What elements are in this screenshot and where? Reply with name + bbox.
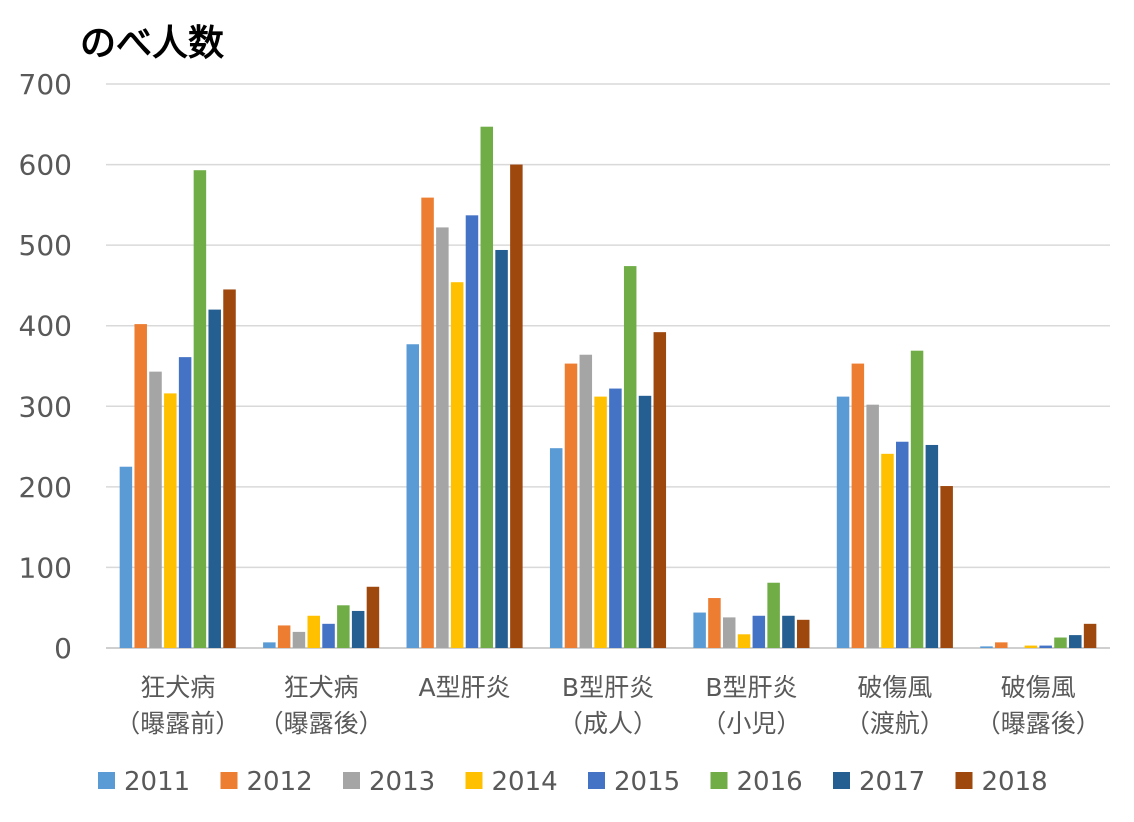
x-category-label: （渡航）: [845, 709, 945, 738]
bar-2014: [1024, 645, 1038, 648]
bar-2011: [693, 612, 706, 648]
bars: [119, 126, 1097, 649]
bar-2015: [896, 441, 909, 648]
bar-2017: [782, 615, 795, 648]
x-category-label: 破傷風: [1001, 673, 1076, 702]
bar-2011: [836, 396, 850, 648]
bar-2014: [307, 615, 320, 648]
bar-2016: [1054, 637, 1067, 648]
bar-2017: [1069, 635, 1082, 648]
y-tick-label: 0: [54, 632, 72, 665]
x-category-label: A型肝炎: [419, 673, 511, 702]
bar-2012: [277, 625, 291, 648]
bar-2017: [351, 610, 365, 648]
bar-2018: [510, 164, 523, 649]
bar-2011: [980, 646, 993, 648]
bar-2018: [1083, 623, 1097, 648]
legend-swatch-2012: [220, 772, 238, 789]
y-tick-label: 600: [19, 149, 72, 182]
gridlines: [106, 83, 1110, 649]
bar-2013: [149, 371, 162, 648]
bar-2018: [223, 289, 236, 648]
legend-label: 2013: [369, 767, 435, 797]
y-tick-label: 100: [19, 551, 72, 584]
bar-2011: [119, 466, 133, 648]
bar-2018: [366, 586, 380, 648]
bar-2018: [940, 486, 953, 648]
bar-2015: [178, 357, 192, 648]
x-category-label: 狂犬病: [284, 673, 359, 702]
bar-2012: [564, 363, 578, 648]
bar-2016: [337, 605, 350, 648]
bar-2016: [767, 582, 780, 648]
bar-2017: [925, 444, 939, 648]
bar-2013: [722, 617, 736, 648]
bar-2017: [495, 249, 508, 648]
x-category-label: 破傷風: [857, 673, 932, 702]
legend-swatch-2014: [465, 772, 483, 789]
bar-2018: [796, 619, 810, 648]
bar-2015: [752, 615, 766, 648]
x-category-label: （小児）: [701, 709, 801, 738]
legend-label: 2018: [982, 767, 1048, 797]
y-tick-label: 400: [19, 310, 72, 343]
legend-swatch-2013: [343, 772, 360, 789]
x-category-label: （成人）: [558, 709, 658, 738]
bar-2015: [1039, 645, 1052, 648]
bar-2015: [609, 388, 622, 648]
y-tick-label: 500: [19, 229, 72, 262]
bar-2014: [594, 396, 607, 648]
legend-label: 2016: [737, 767, 803, 797]
x-axis-labels: 狂犬病 （曝露前） 狂犬病 （曝露後） A型肝炎 B型肝炎 （成人） B型肝炎 （小児） 破傷風 （…: [115, 673, 1101, 738]
bar-2016: [193, 170, 207, 648]
bar-2013: [579, 354, 593, 648]
legend-label: 2017: [859, 767, 925, 797]
y-tick-label: 300: [19, 390, 72, 423]
bar-2014: [881, 453, 894, 648]
bar-2016: [480, 126, 494, 648]
bar-2014: [450, 282, 464, 648]
bar-2013: [436, 227, 449, 648]
legend-swatch-2017: [833, 772, 850, 789]
bar-2012: [708, 598, 721, 648]
legend-swatch-2018: [955, 772, 973, 789]
bar-2011: [263, 642, 276, 648]
bar-2011: [549, 448, 563, 648]
x-category-label: （曝露後）: [259, 709, 384, 738]
bar-2014: [737, 634, 751, 648]
bar-2013: [292, 631, 306, 648]
legend-swatch-2016: [710, 772, 728, 789]
bar-2017: [208, 309, 221, 648]
legend-swatch-2011: [98, 772, 115, 789]
bar-2016: [623, 266, 637, 648]
x-category-label: （曝露後）: [976, 709, 1101, 738]
x-category-label: B型肝炎: [705, 673, 797, 702]
bar-2012: [995, 642, 1008, 648]
y-tick-label: 200: [19, 471, 72, 504]
legend-label: 2015: [614, 767, 680, 797]
bar-2016: [910, 350, 924, 648]
bar-2015: [322, 623, 335, 648]
legend-swatch-2015: [588, 772, 605, 789]
bar-2011: [406, 344, 420, 648]
x-category-label: B型肝炎: [562, 673, 654, 702]
bar-2012: [421, 197, 434, 648]
bar-2012: [134, 324, 147, 648]
bar-2015: [465, 215, 479, 648]
x-category-label: （曝露前）: [115, 709, 240, 738]
bar-2017: [638, 395, 652, 648]
bar-2018: [653, 332, 667, 648]
legend-label: 2011: [124, 767, 190, 797]
bar-2013: [866, 404, 879, 648]
bar-2012: [851, 363, 865, 648]
y-tick-label: 700: [19, 68, 72, 101]
legend: 2011 2012 2013 2014 2015 2016 2017 2018: [98, 767, 1048, 797]
bar-2014: [164, 393, 177, 648]
legend-label: 2012: [247, 767, 313, 797]
y-axis-ticks: 0 100 200 300 400 500 600 700: [19, 68, 72, 665]
x-category-label: 狂犬病: [140, 673, 215, 702]
chart-title: のべ人数: [80, 23, 225, 64]
legend-label: 2014: [492, 767, 558, 797]
